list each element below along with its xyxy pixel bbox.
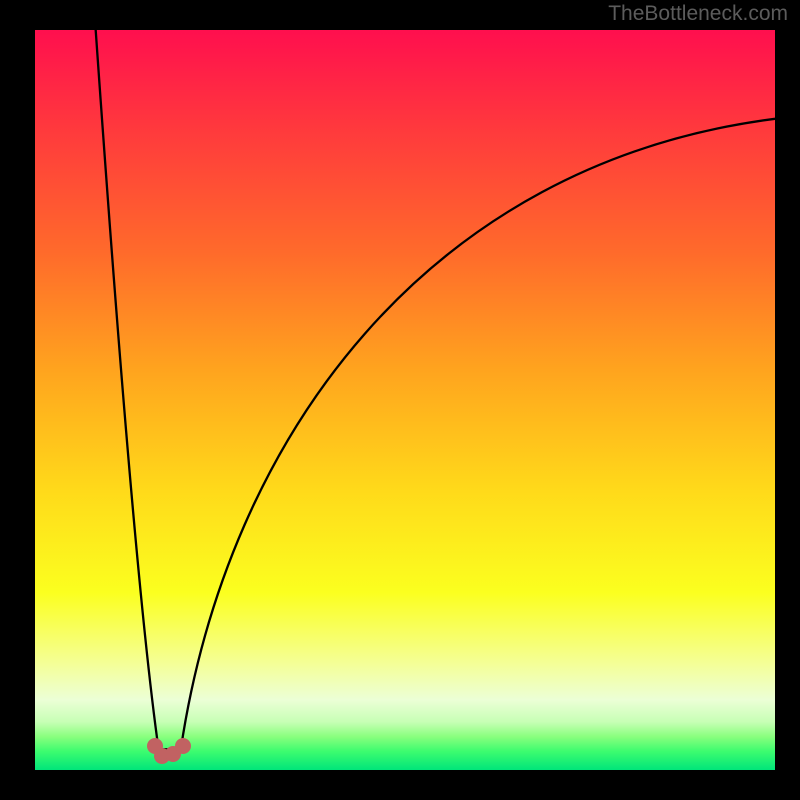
bottleneck-curve <box>35 30 775 770</box>
valley-bump <box>175 738 191 754</box>
watermark-text: TheBottleneck.com <box>608 2 788 26</box>
plot-area <box>35 30 775 770</box>
